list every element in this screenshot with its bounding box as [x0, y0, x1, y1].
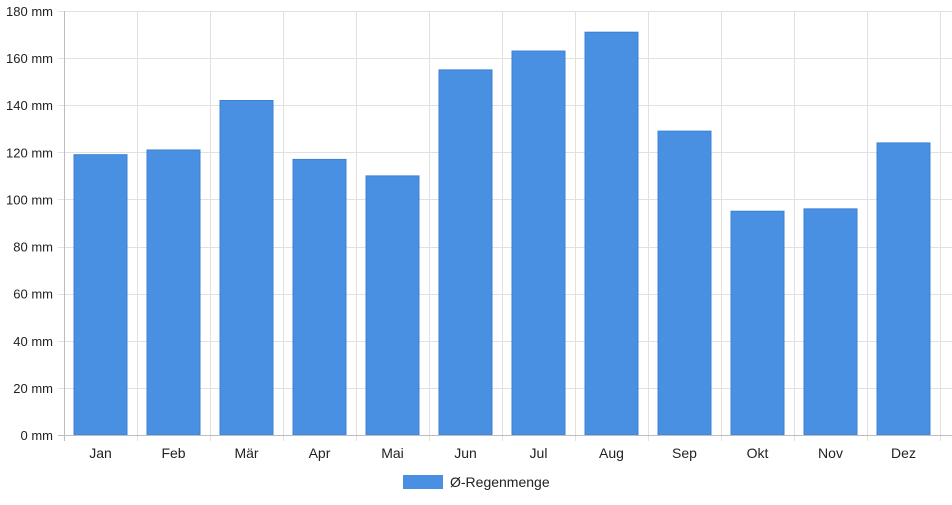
x-tick-label: Jul	[530, 445, 548, 461]
x-tick-label: Aug	[599, 445, 624, 461]
y-tick-label: 180 mm	[6, 4, 53, 19]
bars	[73, 31, 931, 436]
bar-sep[interactable]	[657, 130, 712, 436]
x-tick-label: Nov	[818, 445, 843, 461]
x-tick-label: Okt	[747, 445, 769, 461]
bar-jun[interactable]	[438, 69, 493, 436]
bar-okt[interactable]	[730, 210, 785, 436]
bar-aug[interactable]	[584, 31, 639, 436]
y-tick-label: 60 mm	[13, 287, 53, 302]
bar-nov[interactable]	[803, 208, 858, 436]
y-tick-label: 100 mm	[6, 192, 53, 207]
bar-apr[interactable]	[292, 158, 347, 436]
y-axis-tick-labels: 0 mm 20 mm 40 mm 60 mm 80 mm 100 mm 120 mm 140 …	[6, 4, 53, 443]
x-tick-label: Jan	[89, 445, 112, 461]
y-tick-label: 140 mm	[6, 98, 53, 113]
x-tick-label: Jun	[454, 445, 477, 461]
y-tick-label: 160 mm	[6, 51, 53, 66]
bar-dez[interactable]	[876, 142, 931, 436]
bar-jan[interactable]	[73, 154, 128, 436]
bar-jul[interactable]	[511, 50, 566, 436]
x-axis-tick-labels: Jan Feb Mär Apr Mai Jun Jul Aug Sep Okt Nov Dez	[89, 445, 916, 461]
axes	[58, 11, 952, 441]
legend[interactable]: Ø-Regenmenge	[403, 474, 550, 490]
legend-label: Ø-Regenmenge	[450, 474, 550, 490]
x-tick-label: Dez	[891, 445, 916, 461]
y-tick-label: 80 mm	[13, 240, 53, 255]
y-tick-label: 40 mm	[13, 334, 53, 349]
legend-swatch	[403, 475, 443, 489]
x-tick-label: Feb	[161, 445, 185, 461]
y-tick-label: 120 mm	[6, 145, 53, 160]
bar-mai[interactable]	[365, 175, 420, 436]
y-tick-label: 0 mm	[21, 428, 54, 443]
x-tick-label: Mai	[381, 445, 404, 461]
bar-mär[interactable]	[219, 100, 274, 436]
x-tick-label: Apr	[309, 445, 331, 461]
bar-feb[interactable]	[146, 149, 201, 436]
x-tick-label: Mär	[234, 445, 258, 461]
x-tick-label: Sep	[672, 445, 697, 461]
y-tick-label: 20 mm	[13, 381, 53, 396]
